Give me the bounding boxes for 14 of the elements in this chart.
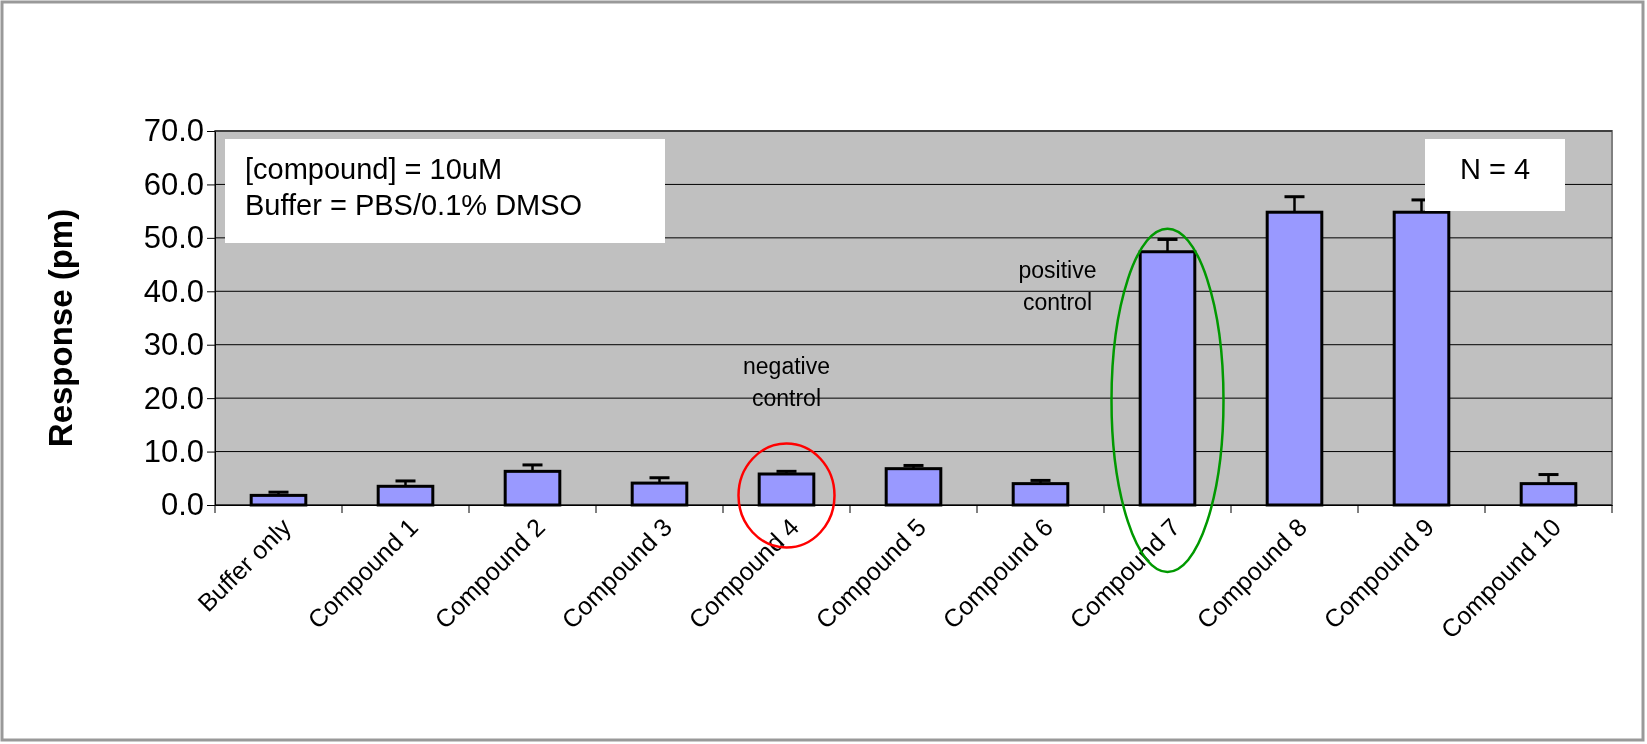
y-tick-label: 50.0	[143, 220, 204, 256]
y-axis-title: Response (pm)	[42, 208, 79, 448]
y-tick-label: 40.0	[143, 273, 204, 309]
annotation: positive control	[1018, 256, 1097, 315]
y-tick-label: 10.0	[143, 433, 204, 469]
text-box: N = 4	[1425, 139, 1565, 211]
y-tick-label: 30.0	[143, 327, 204, 363]
annotation: [compound] = 10uM Buffer = PBS/0.1% DMSO	[245, 153, 583, 221]
y-tick-label: 0.0	[160, 487, 204, 523]
text-box: [compound] = 10uM Buffer = PBS/0.1% DMSO	[225, 139, 665, 243]
y-tick-label: 20.0	[143, 380, 204, 416]
y-tick-label: 60.0	[143, 166, 204, 202]
y-tick-label: 70.0	[143, 113, 204, 149]
annotation: N = 4	[1459, 153, 1531, 185]
